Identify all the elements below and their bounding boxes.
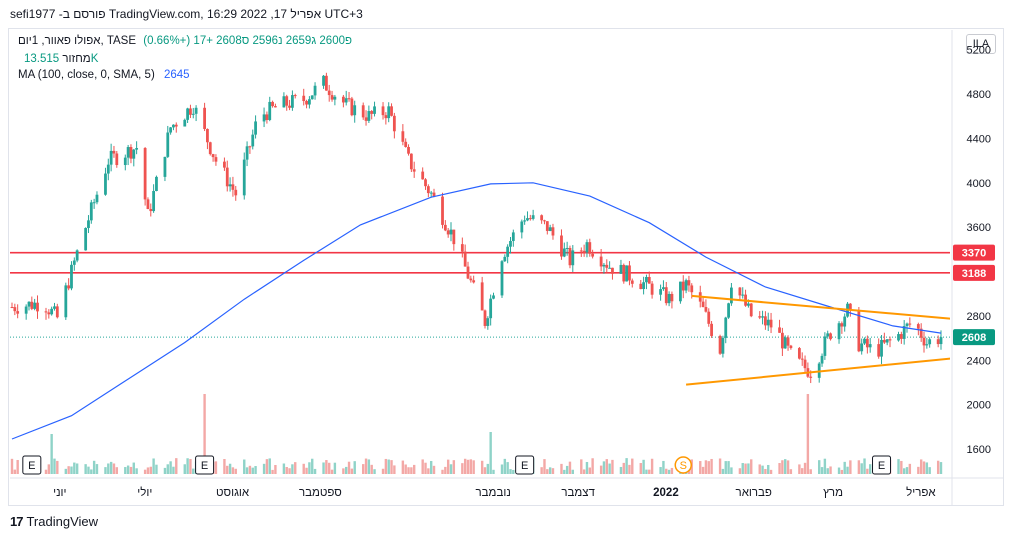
volume-label[interactable]: מחזור [62,53,91,65]
ma-value: 2645 [163,69,190,81]
chart-header: sefi1977 -פורסם ב TradingView.com, 16:29… [10,7,363,21]
tradingview-brand[interactable]: TradingView [26,514,99,529]
symbol-legend: אפולו פאוור, 1יום, TASE פ2600 ג2659 נ259… [18,35,352,47]
tradingview-footer: 17 TradingView [10,514,98,529]
volume-legend: מחזור 13.515K [18,53,98,65]
ohlc-values: פ2600 ג2659 נ2596 ס2608 +17 (+0.66%) [143,35,353,47]
ma-legend: MA (100, close, 0, SMA, 5) 2645 [18,69,190,81]
symbol-name[interactable]: אפולו פאוור, 1יום, TASE [18,35,137,47]
chart-frame [8,28,1004,506]
ma-label[interactable]: MA (100, close, 0, SMA, 5) [18,69,155,81]
volume-value: 13.515K [24,53,99,65]
currency-button[interactable]: ILA [966,34,996,54]
tradingview-logo-icon: 17 [10,514,24,529]
